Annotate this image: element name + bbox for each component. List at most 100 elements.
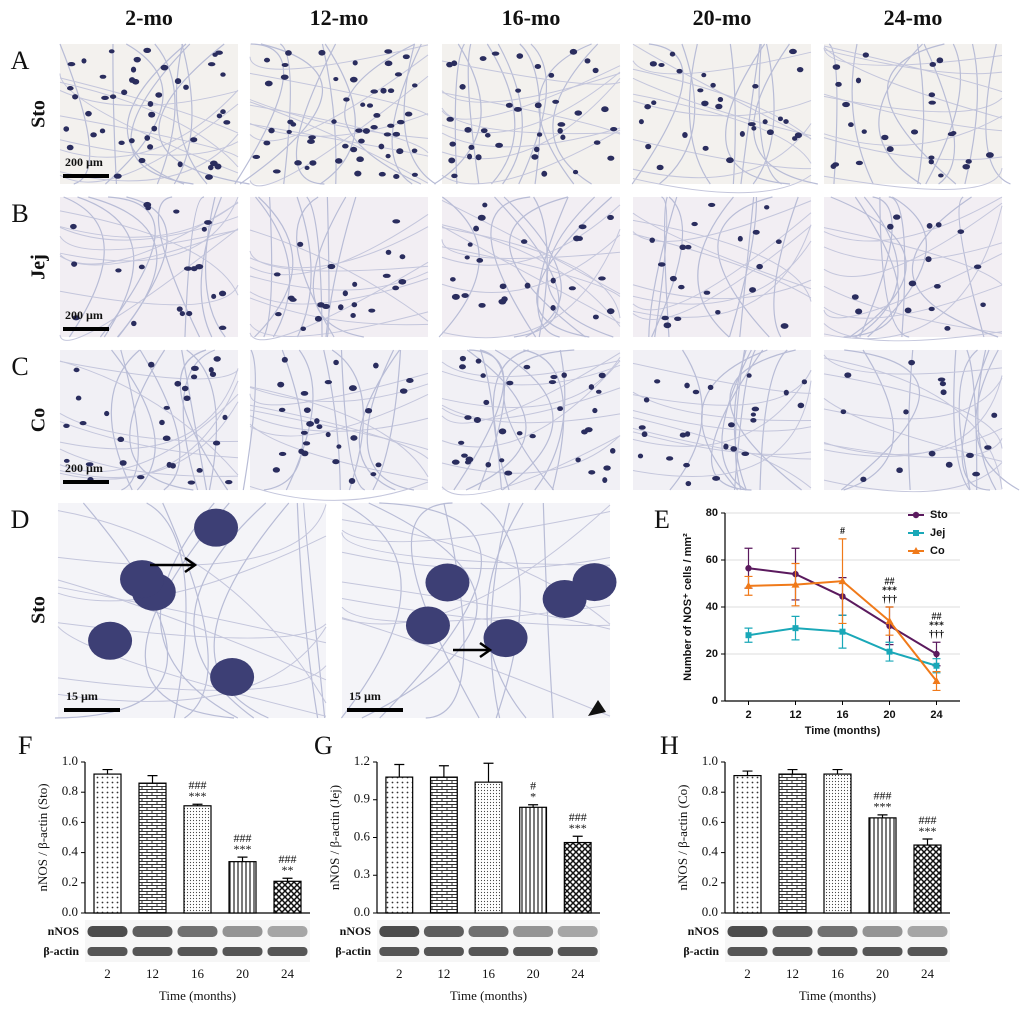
neuron bbox=[209, 371, 217, 377]
neuron bbox=[399, 254, 406, 260]
y-tick-label: 0.8 bbox=[702, 783, 718, 798]
neuron bbox=[747, 122, 756, 127]
neuron bbox=[186, 311, 193, 317]
y-tick-label: 0.6 bbox=[354, 828, 371, 843]
micrograph bbox=[442, 350, 620, 490]
neuron bbox=[303, 407, 311, 413]
neuron bbox=[129, 77, 136, 83]
fiber bbox=[823, 95, 1003, 113]
neuron bbox=[468, 144, 475, 150]
neuron bbox=[756, 263, 763, 270]
neuron bbox=[473, 417, 482, 423]
neuron bbox=[657, 262, 666, 267]
x-tick-label: 12 bbox=[786, 966, 799, 981]
neuron bbox=[851, 294, 859, 300]
neuron bbox=[218, 290, 227, 297]
arrow-head bbox=[184, 556, 198, 574]
y-tick-label: 0.6 bbox=[62, 813, 79, 828]
neuron bbox=[464, 255, 470, 260]
neuron bbox=[610, 126, 618, 132]
legend-marker bbox=[912, 547, 920, 554]
fiber bbox=[57, 586, 327, 644]
neuron bbox=[572, 169, 579, 175]
fiber bbox=[728, 196, 758, 338]
fiber bbox=[331, 349, 364, 491]
neuron bbox=[678, 284, 685, 290]
fiber bbox=[184, 196, 205, 338]
bar bbox=[913, 844, 942, 914]
neuron bbox=[273, 272, 281, 277]
fiber bbox=[441, 352, 621, 424]
fiber bbox=[249, 409, 429, 451]
neuron bbox=[201, 226, 207, 232]
error-bar bbox=[102, 768, 113, 775]
neuron bbox=[557, 122, 566, 127]
neuron bbox=[404, 111, 413, 117]
fiber bbox=[323, 349, 341, 491]
x-axis-label: Time (months) bbox=[805, 725, 881, 737]
neuron bbox=[936, 57, 944, 64]
fiber bbox=[296, 196, 335, 338]
fiber bbox=[59, 81, 239, 168]
y-axis-label: nNOS / β-actin (Sto) bbox=[35, 783, 50, 891]
fiber bbox=[249, 44, 429, 70]
neuron bbox=[214, 163, 222, 170]
neuron bbox=[333, 359, 339, 366]
fiber bbox=[486, 43, 516, 185]
x-tick-label: 2 bbox=[104, 966, 111, 981]
neuron bbox=[147, 144, 154, 150]
neuron bbox=[504, 470, 513, 476]
fiber bbox=[542, 502, 554, 719]
fiber bbox=[632, 240, 812, 305]
neuron bbox=[351, 302, 358, 308]
neuron bbox=[896, 467, 903, 474]
neuron bbox=[398, 278, 407, 285]
error-bar bbox=[787, 768, 798, 775]
legend-label: Sto bbox=[930, 509, 948, 521]
point bbox=[745, 632, 752, 639]
neuron bbox=[210, 658, 255, 697]
neuron bbox=[205, 174, 213, 180]
neuron bbox=[145, 205, 152, 211]
neuron bbox=[638, 425, 646, 430]
neuron bbox=[73, 367, 80, 373]
fiber bbox=[479, 349, 503, 491]
fiber bbox=[823, 168, 1003, 190]
y-tick-label: 1.0 bbox=[702, 753, 718, 768]
neuron bbox=[656, 164, 664, 171]
annotation: ### bbox=[919, 813, 937, 827]
neuron bbox=[392, 285, 400, 291]
blot-band bbox=[557, 926, 598, 937]
x-tick-label: 24 bbox=[921, 966, 935, 981]
fiber bbox=[717, 196, 773, 338]
neuron bbox=[314, 418, 320, 424]
blot-band bbox=[379, 926, 420, 937]
fiber bbox=[63, 196, 105, 338]
fiber bbox=[296, 196, 312, 338]
fiber bbox=[59, 401, 239, 478]
fiber bbox=[341, 617, 611, 717]
annotation: ### bbox=[234, 831, 252, 845]
neuron bbox=[855, 77, 862, 84]
neuron bbox=[287, 119, 294, 125]
blot-band bbox=[772, 926, 813, 937]
fiber bbox=[59, 196, 239, 262]
point bbox=[838, 577, 847, 585]
neuron bbox=[387, 123, 395, 128]
neuron bbox=[272, 169, 281, 174]
neuron bbox=[459, 355, 467, 362]
neuron bbox=[480, 128, 488, 134]
neuron bbox=[548, 380, 557, 385]
neuron bbox=[450, 277, 456, 282]
fiber bbox=[181, 349, 208, 491]
fiber bbox=[129, 349, 194, 491]
neuron bbox=[588, 470, 596, 475]
neuron bbox=[928, 450, 936, 457]
neuron bbox=[710, 82, 716, 88]
fiber bbox=[59, 228, 239, 341]
neuron bbox=[480, 373, 486, 378]
neuron bbox=[459, 364, 466, 370]
neuron bbox=[752, 229, 760, 235]
fiber bbox=[59, 115, 239, 158]
neuron bbox=[263, 140, 271, 146]
